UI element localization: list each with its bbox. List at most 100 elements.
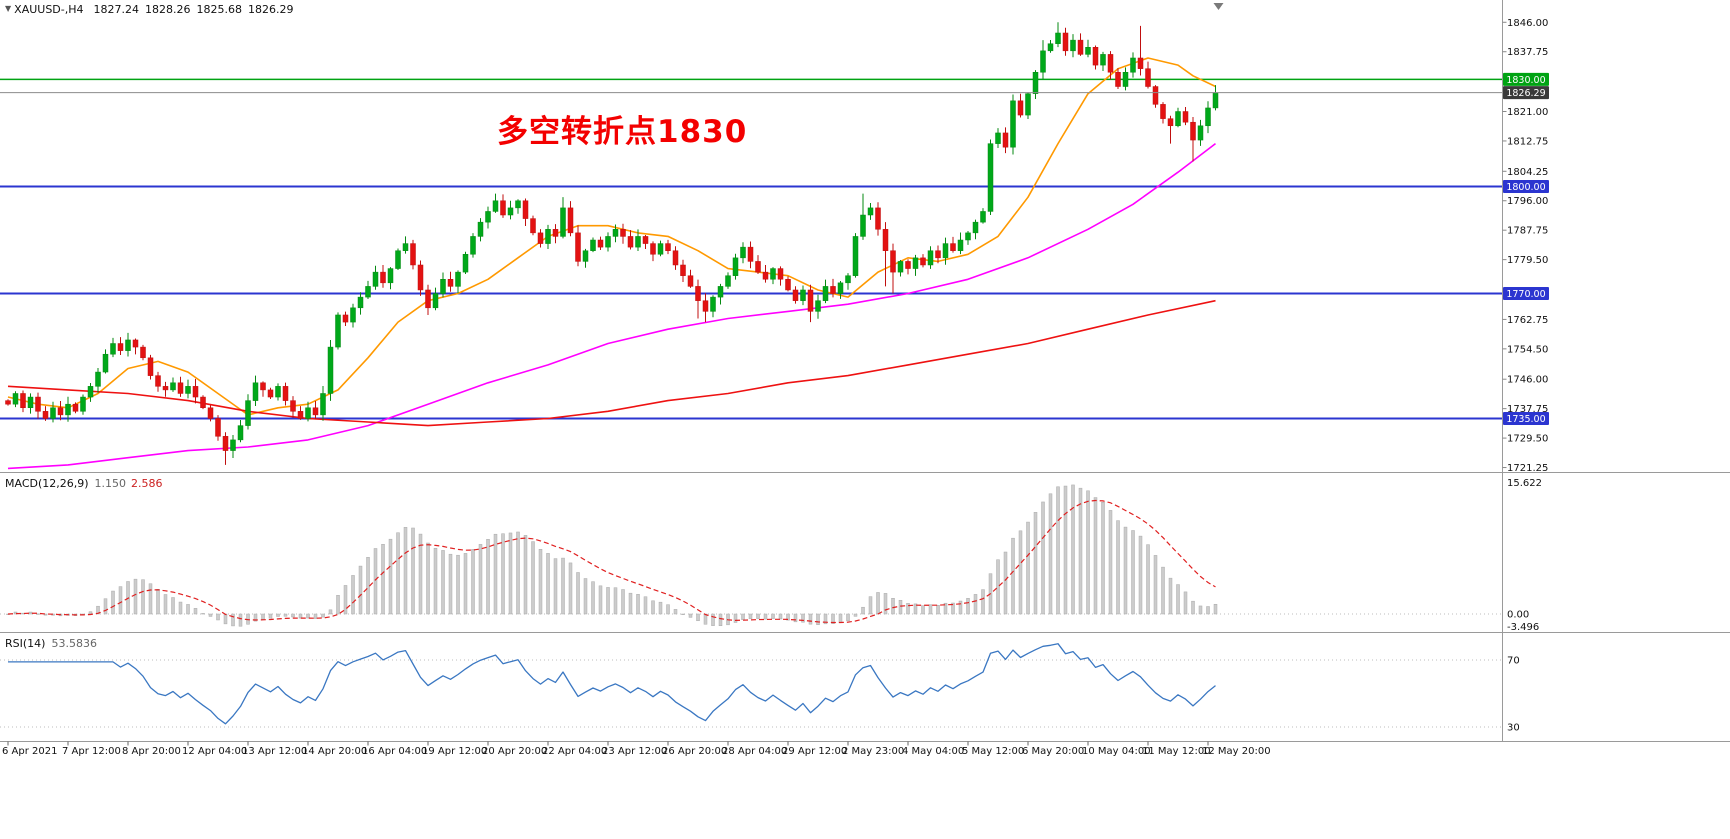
hline-price-label: 1735.00 — [1506, 414, 1545, 425]
macd-bar — [1093, 497, 1098, 615]
annotation-text[interactable]: 多空转折点1830 — [497, 114, 748, 150]
candle-body — [747, 246, 754, 262]
macd-bar — [876, 592, 880, 615]
candle-body — [305, 407, 311, 419]
macd-bar — [268, 613, 273, 619]
macd-bar — [471, 549, 475, 615]
ma-mid-magenta-line — [7, 142, 1216, 470]
macd-bar — [193, 608, 198, 615]
macd-signal-value: 2.586 — [131, 477, 163, 490]
macd-bar — [1101, 501, 1105, 615]
candle-body — [1002, 132, 1009, 148]
candle-body — [185, 386, 191, 394]
candle-body — [1197, 125, 1204, 141]
hline-price-label: 1770.00 — [1506, 289, 1545, 300]
candle-body — [717, 286, 724, 298]
price-tick-label: 1796.00 — [1507, 196, 1548, 207]
candle-body — [380, 271, 386, 284]
candle-body — [605, 236, 611, 248]
candle-body — [170, 382, 176, 391]
candle-body — [882, 229, 889, 251]
candle-body — [222, 436, 229, 451]
macd-bar — [928, 604, 933, 615]
candle-body — [432, 293, 439, 309]
candle-body — [1175, 111, 1181, 127]
macd-bar — [808, 613, 813, 625]
macd-bar — [733, 613, 738, 623]
macd-bar — [906, 603, 910, 615]
macd-bar — [1131, 530, 1135, 615]
macd-histogram — [6, 484, 1218, 627]
macd-bar — [358, 565, 363, 615]
candle-body — [912, 257, 919, 269]
price-tick-label: 1779.50 — [1507, 255, 1548, 266]
candle-body — [575, 232, 581, 262]
macd-bar — [201, 613, 205, 615]
chart-plot-area[interactable] — [0, 0, 1502, 472]
candle-body — [522, 200, 529, 219]
candle-body — [177, 382, 184, 394]
macd-bar — [771, 613, 775, 619]
candle-body — [1182, 111, 1189, 123]
macd-main-value: 1.150 — [94, 477, 127, 490]
time-tick-label: 12 Apr 04:00 — [182, 746, 247, 757]
macd-bar — [838, 613, 843, 623]
hline-price-label: 1800.00 — [1506, 182, 1545, 193]
candle-body — [567, 207, 574, 234]
macd-bar — [561, 557, 565, 615]
rsi-panel — [0, 643, 1502, 728]
candle-body — [995, 132, 1001, 144]
candle-body — [792, 289, 799, 301]
candle-body — [1145, 68, 1151, 87]
candle-body — [860, 214, 866, 237]
price-tick-label: 1754.50 — [1507, 344, 1548, 355]
rsi-level-lines — [0, 659, 1502, 728]
candle-body — [1107, 54, 1114, 73]
candle-body — [500, 200, 506, 216]
candle-body — [875, 207, 881, 230]
macd-bar — [216, 613, 220, 621]
macd-bar — [433, 547, 438, 615]
macd-bar — [1108, 510, 1113, 615]
candle-body — [12, 393, 19, 405]
price-axis[interactable]: 1846.00 1837.75 1821.00 1812.75 1804.25 1796.… — [1502, 18, 1550, 474]
macd-bar — [718, 613, 723, 627]
candle-body — [905, 261, 911, 269]
macd-bar — [178, 601, 183, 615]
candle-body — [395, 250, 401, 269]
macd-bar — [546, 553, 550, 615]
macd-bar — [426, 542, 430, 615]
candle-body — [867, 207, 874, 216]
macd-bar — [748, 613, 753, 619]
time-tick-label: 29 Apr 12:00 — [782, 746, 847, 757]
rsi-value: 53.5836 — [51, 637, 97, 650]
macd-bar — [508, 532, 513, 615]
macd-bar — [913, 603, 918, 615]
time-axis[interactable]: 6 Apr 2021 7 Apr 12:00 8 Apr 20:00 12 Apr 0… — [2, 741, 1271, 758]
candle-body — [687, 275, 694, 287]
candle-body — [102, 353, 109, 373]
candle-body — [695, 286, 701, 301]
candle-body — [927, 250, 934, 266]
macd-bar — [1213, 603, 1218, 615]
macd-bar — [1056, 486, 1060, 615]
macd-bar — [1041, 501, 1045, 615]
candle-body — [252, 382, 259, 401]
rsi-curve — [8, 643, 1216, 725]
macd-bar — [853, 613, 858, 617]
candle-body — [447, 279, 454, 287]
main-chart-panel — [0, 0, 1502, 472]
rsi-axis-label: 70 — [1507, 656, 1520, 667]
macd-bar — [103, 598, 108, 615]
price-tick-label: 1746.00 — [1507, 375, 1548, 386]
candle-body — [1152, 86, 1159, 105]
macd-bar — [306, 613, 310, 619]
macd-bar — [666, 604, 670, 615]
macd-bar — [958, 600, 963, 615]
macd-bar — [1183, 591, 1188, 615]
macd-bar — [568, 562, 573, 615]
symbol-info: ▼ XAUUSD-,H4 1827.24 1828.26 1825.68 1826.29 — [5, 3, 300, 16]
macd-bar — [831, 613, 835, 624]
macd-bar — [1033, 512, 1038, 615]
macd-bar — [943, 602, 948, 615]
